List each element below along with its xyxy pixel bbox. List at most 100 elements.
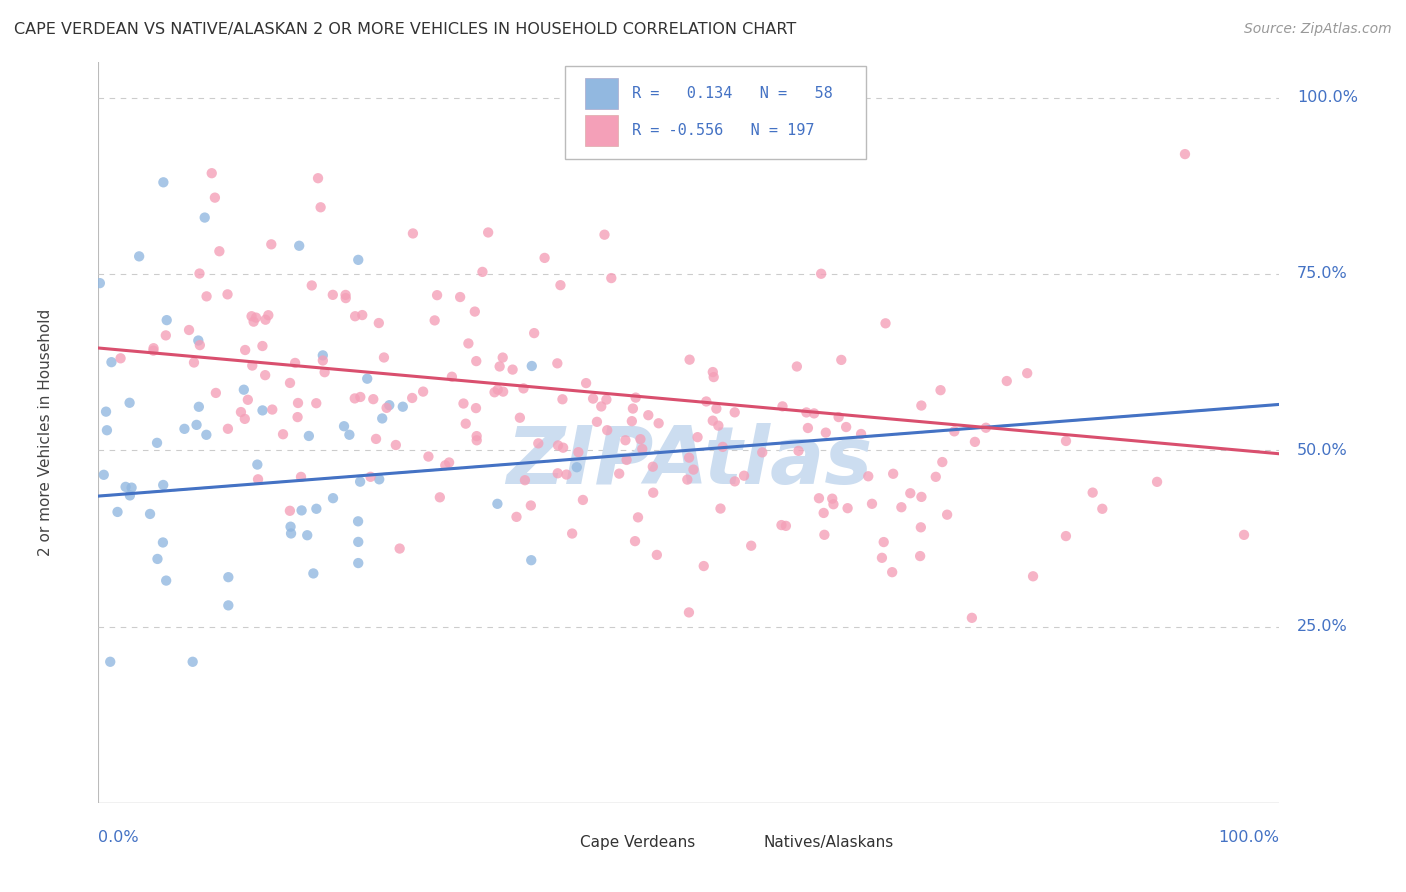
Point — [194, 211, 217, 225]
Point — [245, 310, 267, 325]
Point — [388, 541, 411, 556]
Point — [290, 470, 312, 484]
Point — [146, 552, 169, 566]
Point — [302, 566, 325, 581]
Point — [307, 171, 329, 186]
Text: 25.0%: 25.0% — [1298, 619, 1348, 634]
Point — [772, 400, 794, 414]
Point — [118, 396, 141, 410]
Point — [297, 528, 319, 542]
Point — [217, 599, 239, 613]
Point — [724, 475, 747, 489]
Point — [520, 359, 543, 373]
Point — [378, 398, 401, 412]
Point — [695, 394, 717, 409]
Text: R = -0.556   N = 197: R = -0.556 N = 197 — [633, 123, 814, 138]
Point — [139, 507, 162, 521]
Point — [349, 390, 371, 404]
Point — [620, 414, 643, 428]
Point — [156, 313, 179, 327]
Point — [837, 501, 859, 516]
Point — [849, 427, 872, 442]
Point — [361, 392, 384, 406]
Point — [523, 326, 546, 340]
Point — [305, 501, 328, 516]
Point — [796, 405, 818, 419]
Point — [505, 509, 527, 524]
Point — [146, 435, 169, 450]
Point — [426, 288, 449, 302]
Point — [702, 414, 724, 428]
Point — [465, 354, 488, 368]
Point — [152, 478, 174, 492]
Point — [492, 384, 515, 399]
Point — [232, 383, 254, 397]
Point — [252, 403, 274, 417]
Point — [89, 276, 111, 290]
Point — [93, 467, 115, 482]
Point — [1022, 569, 1045, 583]
Point — [305, 396, 328, 410]
Point — [596, 423, 619, 437]
Point — [751, 445, 773, 459]
Point — [254, 312, 277, 326]
Point — [643, 485, 665, 500]
Point — [936, 508, 959, 522]
Point — [465, 401, 488, 416]
Point — [437, 455, 460, 469]
Point — [520, 499, 543, 513]
Point — [371, 411, 394, 425]
Point — [943, 425, 966, 439]
Point — [616, 453, 638, 467]
Point — [301, 278, 323, 293]
Point — [347, 535, 370, 549]
Point — [960, 611, 983, 625]
Point — [217, 287, 239, 301]
Point — [533, 251, 555, 265]
FancyBboxPatch shape — [547, 831, 574, 853]
Point — [678, 450, 700, 465]
Point — [908, 549, 931, 563]
Point — [246, 458, 269, 472]
Point — [217, 422, 239, 436]
Point — [995, 374, 1018, 388]
Point — [593, 227, 616, 242]
Point — [547, 467, 569, 481]
Point — [434, 458, 457, 473]
Text: 75.0%: 75.0% — [1298, 267, 1348, 282]
Point — [402, 227, 425, 241]
Point — [471, 265, 494, 279]
Point — [449, 290, 471, 304]
Point — [333, 419, 356, 434]
Point — [682, 462, 704, 476]
Point — [287, 410, 309, 425]
Point — [271, 427, 294, 442]
Text: Natives/Alaskans: Natives/Alaskans — [763, 835, 894, 849]
Point — [118, 488, 141, 502]
Point — [709, 501, 731, 516]
Point — [963, 434, 986, 449]
Point — [787, 443, 810, 458]
Point — [873, 535, 896, 549]
Point — [520, 553, 543, 567]
Point — [364, 432, 387, 446]
Point — [575, 376, 598, 390]
Point — [322, 288, 344, 302]
Point — [373, 351, 395, 365]
Point — [217, 570, 239, 584]
Point — [98, 655, 121, 669]
Point — [339, 427, 361, 442]
Point — [624, 391, 647, 405]
FancyBboxPatch shape — [585, 78, 619, 109]
Point — [702, 365, 724, 379]
Point — [910, 520, 932, 534]
Point — [770, 518, 793, 533]
Point — [142, 343, 165, 358]
Point — [242, 315, 264, 329]
Point — [204, 191, 226, 205]
Point — [262, 402, 284, 417]
Point — [128, 249, 150, 263]
Point — [385, 438, 408, 452]
Point — [181, 655, 204, 669]
Point — [412, 384, 434, 399]
